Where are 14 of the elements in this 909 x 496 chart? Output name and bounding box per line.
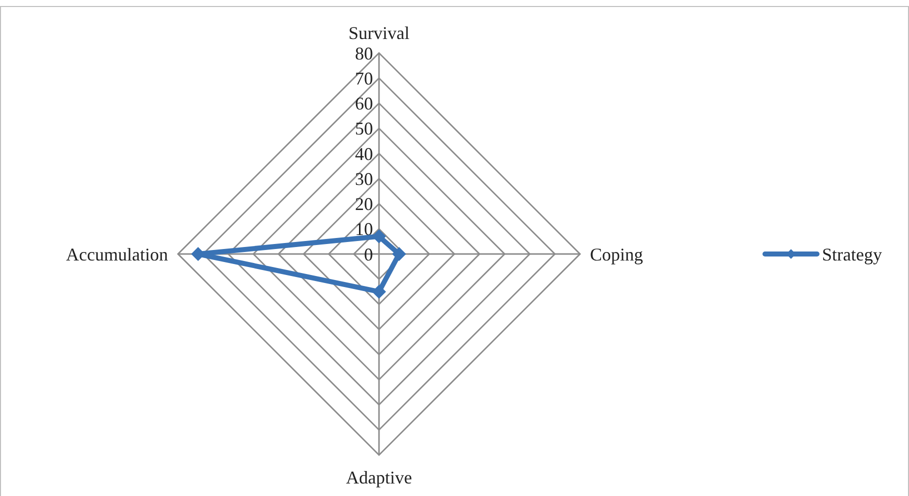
y-tick-label: 10 <box>355 219 373 240</box>
y-tick-label: 50 <box>355 118 373 139</box>
y-tick-label: 60 <box>355 94 373 114</box>
spoke-label: Adaptive <box>346 467 412 488</box>
y-tick-label: 40 <box>355 144 373 164</box>
y-tick-label: 20 <box>355 194 373 214</box>
y-tick-label: 30 <box>355 168 373 189</box>
spoke-label: Survival <box>348 23 410 43</box>
spoke-label: Accumulation <box>66 244 168 264</box>
y-tick-label: 80 <box>355 43 373 64</box>
spoke-label: Coping <box>590 244 644 264</box>
y-tick-label: 70 <box>355 68 373 88</box>
y-tick-label: 0 <box>364 244 373 264</box>
legend-label: Strategy <box>822 244 882 264</box>
